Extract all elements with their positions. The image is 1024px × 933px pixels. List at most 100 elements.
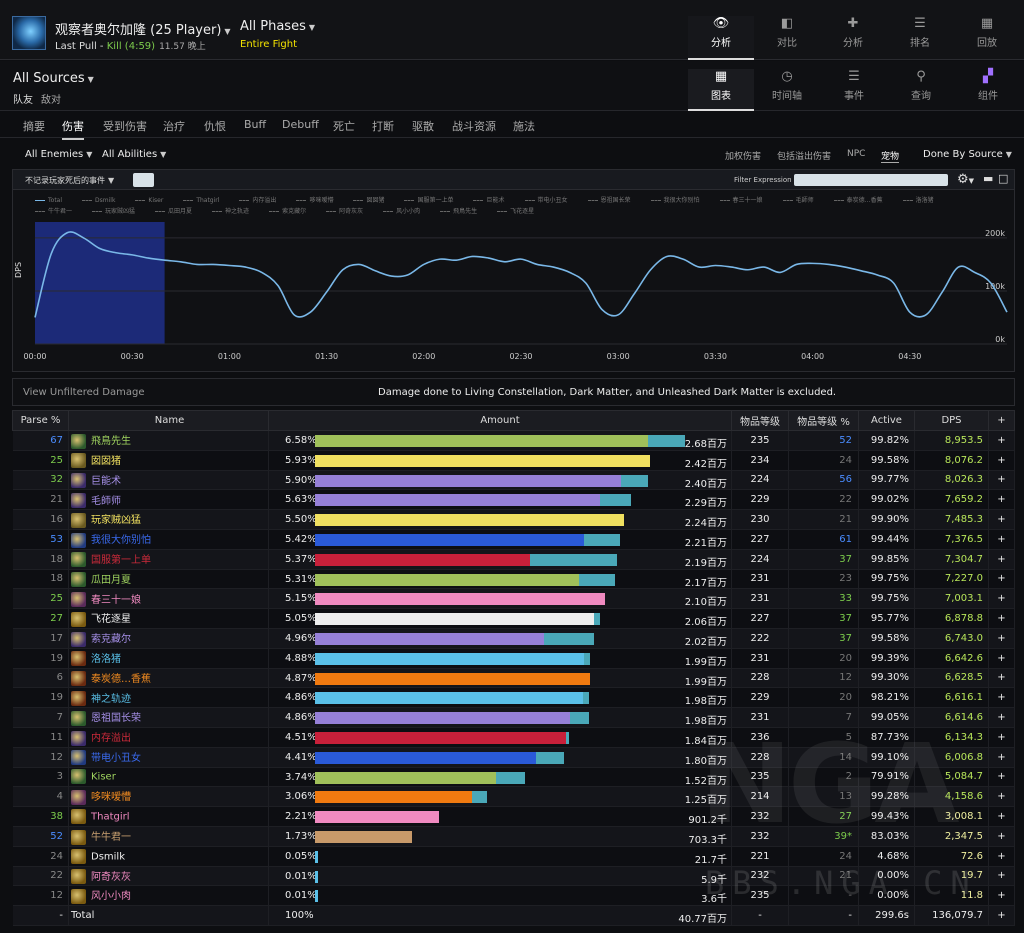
table-row[interactable]: 4 哆咪嗳懵 3.06% 1.25百万 214 13 99.28% 4,158.6 + xyxy=(12,786,1015,808)
legend-item[interactable]: Total xyxy=(35,197,72,204)
header-name[interactable]: Name xyxy=(68,410,269,431)
tab-0[interactable]: 摘要 xyxy=(23,120,45,133)
legend-item[interactable]: 玩家贼凶猛 xyxy=(92,208,145,215)
filter-expression-input[interactable] xyxy=(794,174,948,186)
party-link[interactable]: 队友 xyxy=(13,95,33,106)
name-cell[interactable]: 毛師师 xyxy=(68,489,269,511)
expand-row-button[interactable]: + xyxy=(988,529,1015,550)
legend-item[interactable]: 国服第一上单 xyxy=(404,197,463,204)
tab-8[interactable]: 打断 xyxy=(372,120,394,133)
phases-dropdown[interactable]: All Phases ▼ xyxy=(240,19,315,34)
table-row[interactable]: 7 恩祖国长荣 4.86% 1.98百万 231 7 99.05% 6,614.6 + xyxy=(12,707,1015,728)
name-cell[interactable]: Dsmilk xyxy=(68,846,269,867)
name-cell[interactable]: 瓜田月夏 xyxy=(68,569,269,590)
table-row[interactable]: 6 泰炭德…香蕉 4.87% 1.99百万 228 12 99.30% 6,628.5 + xyxy=(12,668,1015,689)
name-cell[interactable]: 阿奇灰灰 xyxy=(68,866,269,887)
expand-row-button[interactable]: + xyxy=(988,608,1015,629)
name-cell[interactable]: 国服第一上单 xyxy=(68,549,269,570)
event-filter-dropdown[interactable]: 不记录玩家死后的事件 ▼ xyxy=(25,176,115,185)
table-row[interactable]: 19 洛洛猪 4.88% 1.99百万 231 20 99.39% 6,642.6 + xyxy=(12,648,1015,669)
name-cell[interactable]: 带电小丑女 xyxy=(68,747,269,768)
name-cell[interactable]: 洛洛猪 xyxy=(68,648,269,669)
name-cell[interactable]: 玩家贼凶猛 xyxy=(68,509,269,530)
name-cell[interactable]: 哆咪嗳懵 xyxy=(68,786,269,808)
nav-tab-1[interactable]: ◧ 对比 xyxy=(754,16,820,60)
legend-item[interactable]: Kiser xyxy=(135,197,173,204)
legend-item[interactable]: 飞花逐星 xyxy=(497,208,544,215)
name-cell[interactable]: 泰炭德…香蕉 xyxy=(68,668,269,689)
table-row[interactable]: 19 神之轨迹 4.86% 1.98百万 229 20 98.21% 6,616.1 + xyxy=(12,687,1015,709)
name-cell[interactable]: 内存溢出 xyxy=(68,727,269,748)
series-line-total[interactable] xyxy=(34,231,1008,318)
overkill-toggle[interactable]: 包括溢出伤害 xyxy=(777,152,832,162)
expand-row-button[interactable]: + xyxy=(988,767,1015,788)
event-filter-input[interactable] xyxy=(133,173,154,187)
header-ilvl[interactable]: 物品等级 xyxy=(731,410,789,431)
view-tab-4[interactable]: ▞ 组件 xyxy=(955,69,1021,111)
legend-item[interactable]: Dsmilk xyxy=(82,197,125,204)
table-row[interactable]: 52 牛牛君一 1.73% 703.3千 232 39* 83.03% 2,347.5 + xyxy=(12,826,1015,847)
expand-row-button[interactable]: + xyxy=(988,806,1015,827)
table-row[interactable]: 18 瓜田月夏 5.31% 2.17百万 231 23 99.75% 7,227.0 + xyxy=(12,569,1015,590)
table-row[interactable]: 22 阿奇灰灰 0.01% 5.9千 232 21 0.00% 19.7 + xyxy=(12,866,1015,887)
table-row[interactable]: 32 巨能术 5.90% 2.40百万 224 56 99.77% 8,026.3 + xyxy=(12,470,1015,491)
boss-name-dropdown[interactable]: 观察者奥尔加隆 (25 Player) ▼ xyxy=(55,23,231,38)
name-cell[interactable]: 牛牛君一 xyxy=(68,826,269,847)
view-tab-2[interactable]: ☰ 事件 xyxy=(821,69,887,111)
legend-item[interactable]: 春三十一娘 xyxy=(719,197,773,204)
header-ilvl-pct[interactable]: 物品等级 % xyxy=(788,410,859,431)
table-row[interactable]: 17 索克藏尔 4.96% 2.02百万 222 37 99.58% 6,743.0 + xyxy=(12,628,1015,649)
tab-5[interactable]: Buff xyxy=(244,118,267,131)
header-expand[interactable]: + xyxy=(988,410,1015,431)
table-row[interactable]: 12 风小小肉 0.01% 3.6千 235-0.00% 11.8 + xyxy=(12,885,1015,907)
tab-4[interactable]: 仇恨 xyxy=(204,120,226,133)
weighted-damage-toggle[interactable]: 加权伤害 xyxy=(725,152,762,162)
expand-row-button[interactable]: + xyxy=(988,450,1015,471)
table-row[interactable]: 24 Dsmilk 0.05% 21.7千 221 24 4.68% 72.6 + xyxy=(12,846,1015,867)
expand-row-button[interactable]: + xyxy=(988,687,1015,709)
legend-item[interactable]: 瓜田月夏 xyxy=(155,208,202,215)
tab-11[interactable]: 施法 xyxy=(513,120,535,133)
header-amount[interactable]: Amount xyxy=(268,410,732,431)
expand-row-button[interactable]: + xyxy=(988,489,1015,511)
expand-row-button[interactable]: + xyxy=(988,826,1015,847)
name-cell[interactable]: 春三十一娘 xyxy=(68,588,269,610)
legend-item[interactable]: 神之轨迹 xyxy=(212,208,259,215)
view-tab-3[interactable]: ⚲ 查询 xyxy=(888,69,954,111)
view-tab-0[interactable]: ▦ 图表 xyxy=(688,69,754,111)
legend-item[interactable]: 风小小肉 xyxy=(383,208,430,215)
view-unfiltered-link[interactable]: View Unfiltered Damage xyxy=(23,387,145,398)
nav-tab-3[interactable]: ☰ 排名 xyxy=(887,16,953,60)
legend-item[interactable]: 飛鳥先生 xyxy=(440,208,487,215)
legend-item[interactable]: 牛牛君一 xyxy=(35,208,82,215)
expand-row-button[interactable]: + xyxy=(988,727,1015,748)
done-by-dropdown[interactable]: Done By Source ▼ xyxy=(923,149,1012,160)
tab-10[interactable]: 战斗资源 xyxy=(452,120,496,133)
legend-item[interactable]: 泰炭德…香蕉 xyxy=(833,197,893,204)
npc-toggle[interactable]: NPC xyxy=(847,149,866,159)
legend-item[interactable]: 巨能术 xyxy=(473,197,514,204)
expand-row-button[interactable]: + xyxy=(988,866,1015,887)
legend-item[interactable]: 索克藏尔 xyxy=(269,208,316,215)
pets-toggle[interactable]: 宠物 xyxy=(881,149,900,163)
tab-3[interactable]: 治疗 xyxy=(163,120,185,133)
expand-row-button[interactable]: + xyxy=(988,470,1015,491)
table-row[interactable]: 25 囡囡猪 5.93% 2.42百万 234 24 99.58% 8,076.2 + xyxy=(12,450,1015,471)
legend-item[interactable]: 恩祖国长荣 xyxy=(587,197,641,204)
abilities-dropdown[interactable]: All Abilities ▼ xyxy=(102,149,167,160)
header-active[interactable]: Active xyxy=(858,410,915,431)
expand-row-button[interactable]: + xyxy=(988,569,1015,590)
legend-item[interactable]: 毛師师 xyxy=(782,197,824,204)
tab-2[interactable]: 受到伤害 xyxy=(103,120,147,133)
name-cell[interactable]: 索克藏尔 xyxy=(68,628,269,649)
name-cell[interactable]: 风小小肉 xyxy=(68,885,269,907)
name-cell[interactable]: Kiser xyxy=(68,767,269,788)
table-row[interactable]: 27 飞花逐星 5.05% 2.06百万 227 37 95.77% 6,878.8 + xyxy=(12,608,1015,629)
legend-item[interactable]: 哆咪嗳懵 xyxy=(296,197,343,204)
nav-tab-2[interactable]: ✚ 分析 xyxy=(820,16,886,60)
expand-row-button[interactable]: + xyxy=(988,747,1015,768)
expand-row-button[interactable]: + xyxy=(988,430,1015,451)
name-cell[interactable]: 我很大你别怕 xyxy=(68,529,269,550)
name-cell[interactable]: 囡囡猪 xyxy=(68,450,269,471)
nav-tab-0[interactable]: 👁 分析 xyxy=(688,16,754,60)
